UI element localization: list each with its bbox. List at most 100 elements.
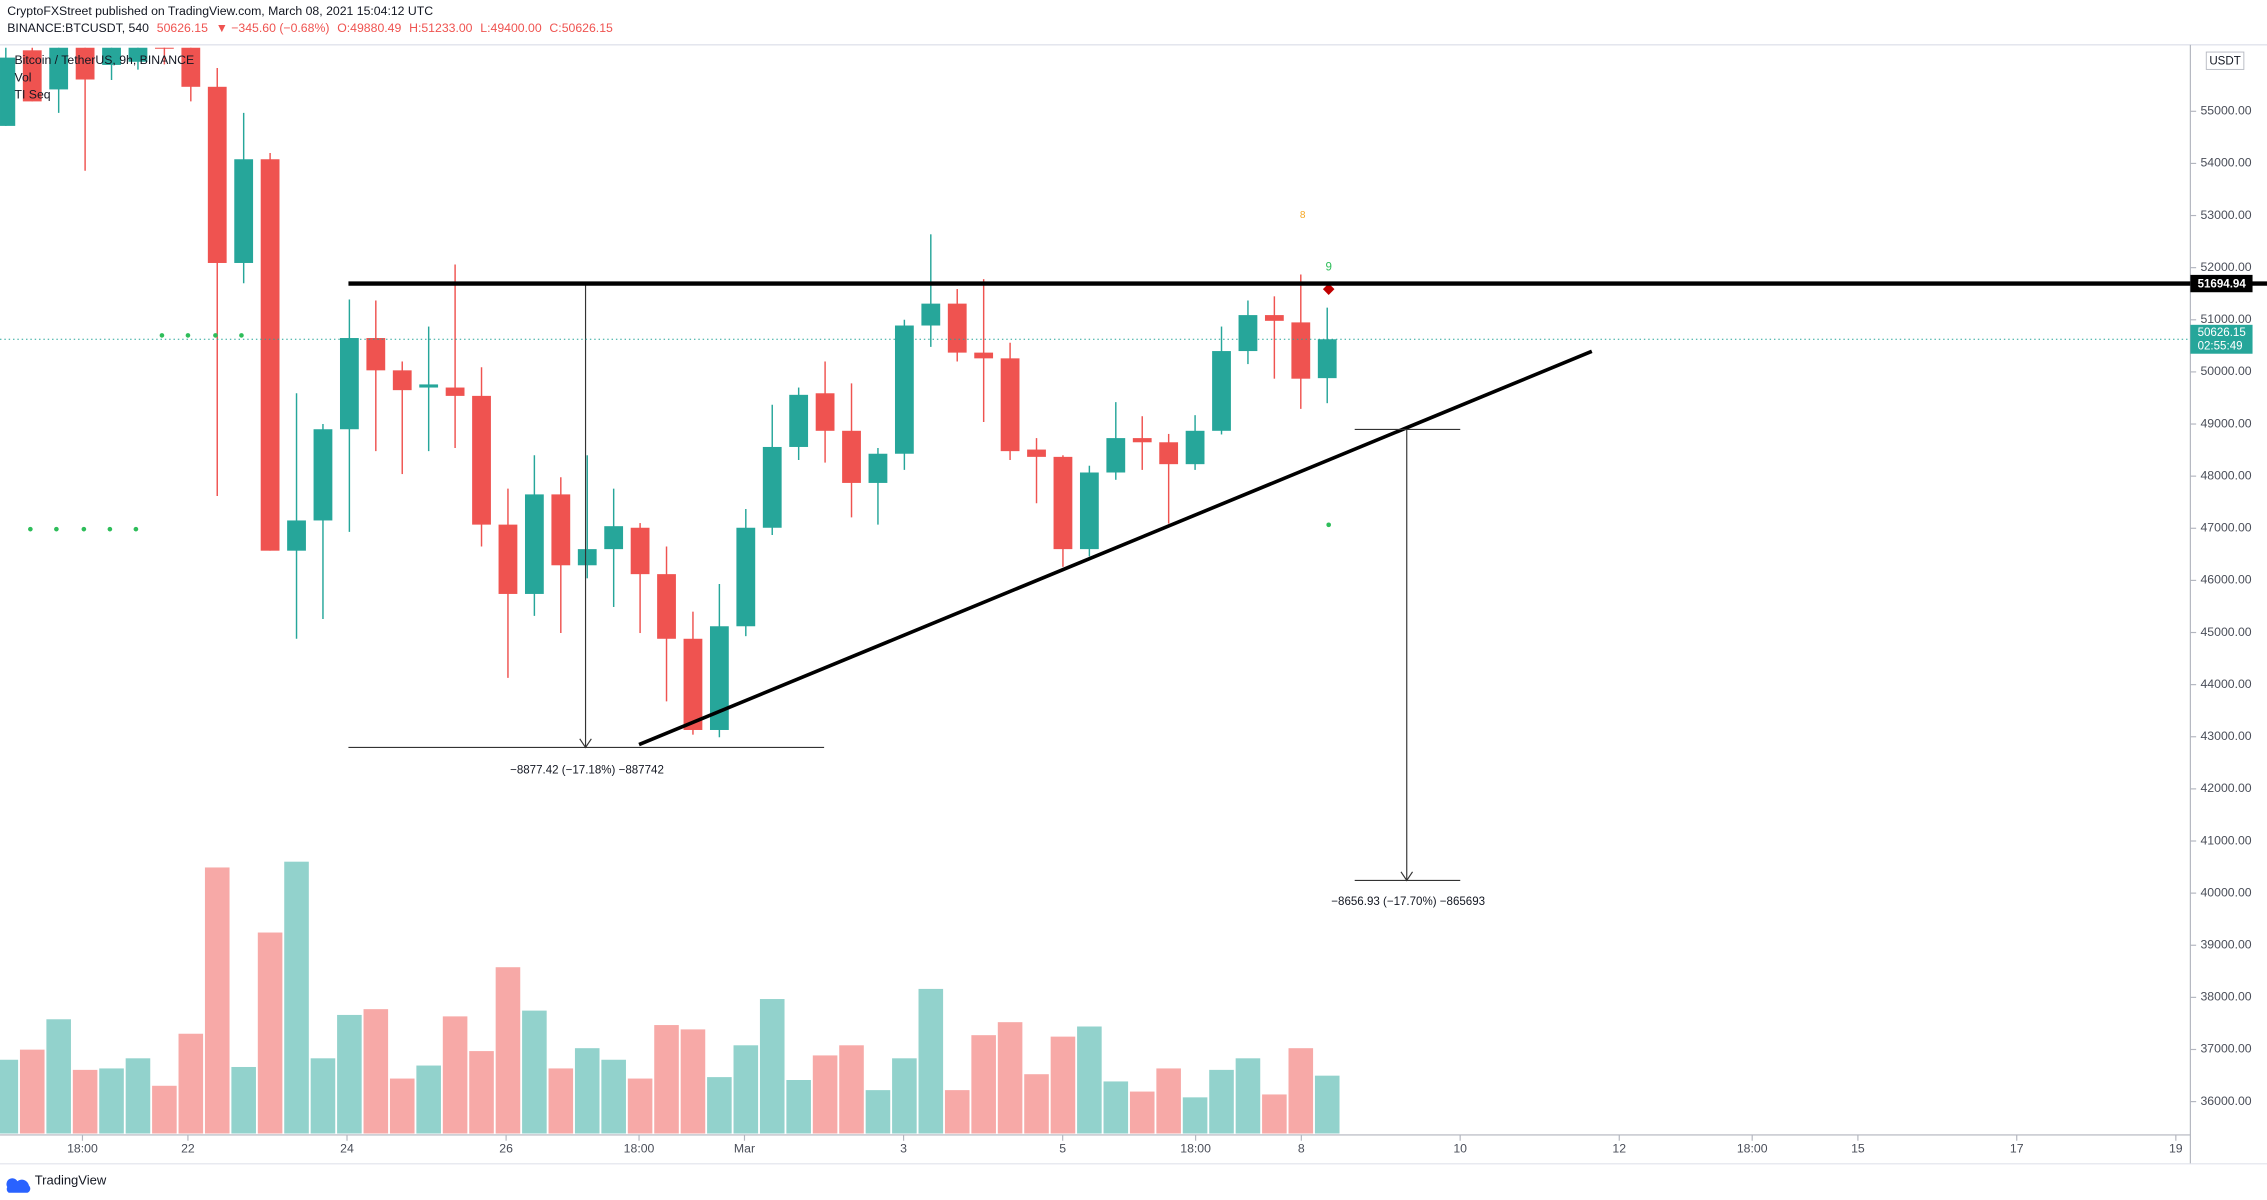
- last-price-label: 50626.15: [2198, 327, 2246, 339]
- candle-body: [815, 393, 835, 431]
- volume-bar: [1288, 1048, 1314, 1134]
- legend-indicator: Vol: [14, 70, 31, 84]
- legend-title: Bitcoin / TetherUS, 9h, BINANCE: [14, 53, 194, 67]
- y-tick-label: 41000.00: [2200, 833, 2251, 847]
- brand-icon: [6, 1178, 31, 1193]
- volume-bar: [680, 1029, 706, 1134]
- candle-body: [1291, 322, 1311, 379]
- seq-dot: [107, 526, 113, 532]
- candle-body: [22, 50, 42, 102]
- candle-body: [1027, 449, 1046, 457]
- candle-body: [683, 638, 703, 730]
- candle-body: [234, 159, 254, 263]
- volume-bar: [812, 1055, 838, 1134]
- volume-bar: [72, 1069, 98, 1134]
- y-tick-label: 36000.00: [2200, 1094, 2251, 1108]
- candle-body: [921, 303, 941, 326]
- candle-body: [1053, 456, 1073, 550]
- seq-dot: [213, 333, 218, 338]
- volume-bar: [548, 1068, 574, 1134]
- brand-name: TradingView: [35, 1173, 107, 1188]
- volume-bar: [19, 1049, 45, 1134]
- volume-bar: [1129, 1091, 1155, 1134]
- published-line: CryptoFXStreet published on TradingView.…: [7, 4, 433, 18]
- candle-body: [1185, 430, 1205, 465]
- x-tick-label: 24: [340, 1142, 354, 1156]
- volume-bar: [944, 1090, 970, 1134]
- candle-body: [75, 47, 95, 80]
- volume-bar: [733, 1045, 759, 1134]
- x-tick-label: 17: [2010, 1142, 2024, 1156]
- candle-body: [947, 303, 967, 353]
- y-tick-label: 52000.00: [2200, 260, 2251, 274]
- candle-body: [287, 520, 306, 551]
- candle-body: [154, 47, 174, 49]
- volume-bar: [337, 1014, 362, 1134]
- arrow-head: [1400, 871, 1414, 882]
- volume-bar: [1314, 1075, 1340, 1134]
- x-tick-label: 18:00: [624, 1142, 655, 1156]
- volume-bar: [971, 1035, 996, 1134]
- candle-body: [339, 338, 359, 430]
- volume-bar: [1050, 1036, 1076, 1134]
- candle-body: [577, 549, 597, 566]
- candle-body: [260, 159, 280, 551]
- seq-count: 8: [1300, 210, 1306, 221]
- candle-body: [657, 574, 676, 639]
- seq-dot: [54, 526, 59, 532]
- candle-body: [604, 526, 624, 550]
- x-tick-label: 12: [1612, 1142, 1626, 1156]
- volume-bar: [627, 1078, 653, 1134]
- volume-bar: [469, 1051, 494, 1134]
- candle-body: [0, 57, 16, 126]
- candle-body: [313, 429, 333, 521]
- currency-box[interactable]: [2205, 51, 2245, 70]
- candle-body: [1000, 358, 1020, 452]
- volume-bar: [442, 1016, 468, 1134]
- candle-body: [762, 446, 782, 528]
- candle-body: [789, 394, 809, 447]
- seq-dot: [159, 333, 165, 338]
- trend-line: [638, 349, 1593, 747]
- x-tick-label: Mar: [734, 1142, 755, 1156]
- candle-body: [1317, 339, 1337, 379]
- y-tick-label: 39000.00: [2200, 937, 2251, 951]
- candle-body: [894, 325, 914, 454]
- candle-body: [445, 387, 465, 396]
- candle-body: [128, 47, 148, 62]
- high: H:51233.00: [409, 21, 473, 35]
- volume-bar: [997, 1022, 1023, 1134]
- currency[interactable]: USDT: [2209, 55, 2240, 67]
- y-tick-label: 47000.00: [2200, 521, 2251, 535]
- volume-bar: [759, 999, 785, 1134]
- volume-bar: [918, 988, 944, 1134]
- price: 50626.15: [157, 21, 208, 35]
- candle-body: [419, 384, 439, 388]
- x-tick-label: 18:00: [1737, 1142, 1768, 1156]
- volume-bar: [522, 1010, 547, 1134]
- candle-body: [524, 494, 544, 594]
- symbol: BINANCE:BTCUSDT, 540: [7, 21, 149, 35]
- measure-label: −8877.42 (−17.18%) −887742: [510, 765, 664, 777]
- y-tick-label: 53000.00: [2200, 208, 2251, 222]
- candle-body: [1132, 438, 1152, 443]
- volume-bar: [1077, 1026, 1102, 1134]
- y-tick-label: 50000.00: [2200, 364, 2251, 378]
- candle-body: [1159, 442, 1179, 465]
- y-tick-label: 54000.00: [2200, 156, 2251, 170]
- candle-body: [102, 47, 121, 65]
- candle-body: [49, 47, 69, 90]
- x-tick-label: 18:00: [67, 1142, 98, 1156]
- candle-body: [498, 524, 518, 594]
- y-tick-label: 42000.00: [2200, 781, 2251, 795]
- seq-count: 9: [1325, 262, 1331, 274]
- x-tick-label: 3: [900, 1142, 907, 1156]
- volume-bar: [786, 1080, 811, 1134]
- volume-bar: [257, 932, 283, 1134]
- candle-body: [472, 395, 491, 525]
- volume-bar: [0, 1059, 19, 1134]
- sell-signal: [1322, 283, 1335, 295]
- volume-bar: [654, 1025, 679, 1134]
